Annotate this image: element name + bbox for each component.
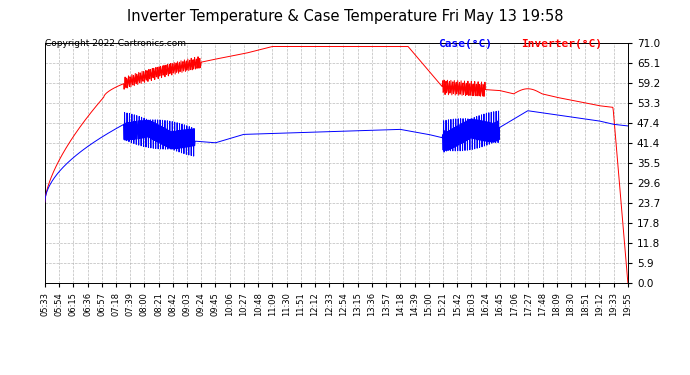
Text: Case(°C): Case(°C) <box>438 39 492 50</box>
Text: Copyright 2022 Cartronics.com: Copyright 2022 Cartronics.com <box>45 39 186 48</box>
Text: Inverter Temperature & Case Temperature Fri May 13 19:58: Inverter Temperature & Case Temperature … <box>127 9 563 24</box>
Text: Inverter(°C): Inverter(°C) <box>521 39 602 50</box>
